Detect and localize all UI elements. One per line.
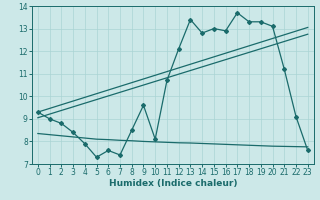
X-axis label: Humidex (Indice chaleur): Humidex (Indice chaleur) [108,179,237,188]
